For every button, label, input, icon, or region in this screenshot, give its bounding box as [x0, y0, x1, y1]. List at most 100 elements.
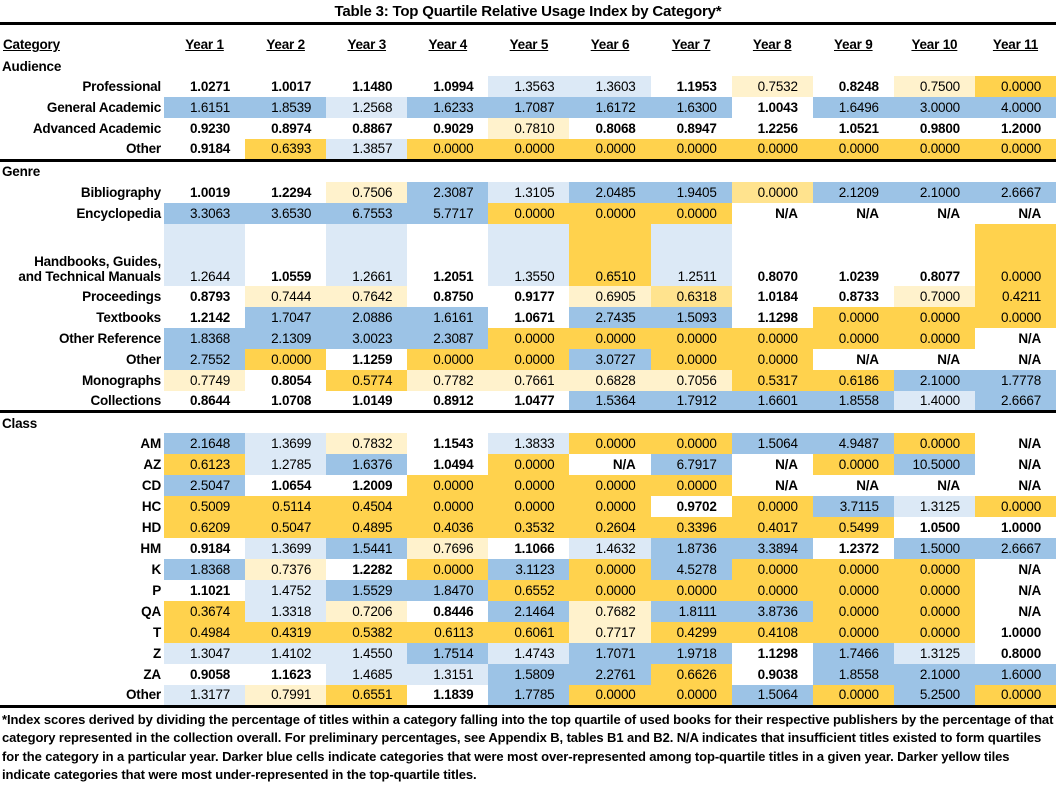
value-cell: 1.7087 [488, 97, 570, 118]
value-cell: 1.4743 [488, 643, 570, 664]
value-cell: 0.5009 [164, 496, 246, 517]
value-cell: 0.0000 [731, 327, 813, 349]
value-cell: 0.6393 [245, 139, 327, 160]
value-cell: 2.1000 [893, 664, 975, 685]
value-cell: 0.0000 [812, 139, 894, 160]
row-label: Z [152, 646, 161, 661]
value-cell: 0.9230 [164, 118, 246, 139]
value-cell: 1.0184 [731, 285, 813, 307]
value-cell: 0.0000 [893, 559, 975, 580]
value-cell: 0.7056 [650, 369, 732, 391]
year-column-header: Year 2 [266, 37, 305, 52]
table-row: K 1.8368 0.7376 1.2282 0.0000 3.1123 0.0000 4.5… [0, 559, 1056, 580]
table-row: T 0.4984 0.4319 0.5382 0.6113 0.6061 0.7717 0.4… [0, 622, 1056, 643]
value-cell: 0.7642 [326, 285, 408, 307]
value-cell: 0.9184 [164, 538, 246, 559]
value-cell: 0.9038 [731, 664, 813, 685]
table-row: Advanced Academic 0.9230 0.8974 0.8867 0.902… [0, 118, 1056, 139]
value-cell: 0.2604 [569, 517, 651, 538]
value-cell: 0.0000 [407, 139, 489, 160]
value-cell: 1.7785 [488, 685, 570, 708]
value-cell: 1.6000 [974, 664, 1056, 685]
value-cell: 0.0000 [650, 685, 732, 708]
value-cell: 0.0000 [650, 433, 732, 454]
value-cell: 2.1464 [488, 601, 570, 622]
value-cell: 0.8947 [650, 118, 732, 139]
value-cell: 1.3857 [326, 139, 408, 160]
value-cell: 0.3532 [488, 517, 570, 538]
value-cell: 0.0000 [893, 433, 975, 454]
value-cell: 6.7917 [650, 454, 732, 475]
value-cell: 1.0149 [326, 390, 408, 412]
value-cell: 0.0000 [812, 454, 894, 475]
row-label: Encyclopedia [76, 205, 161, 221]
value-cell: 4.9487 [812, 433, 894, 454]
year-column-header: Year 1 [185, 37, 224, 52]
value-cell: 1.1480 [326, 76, 408, 97]
value-cell: 0.0000 [245, 348, 327, 370]
value-cell: 0.0000 [488, 348, 570, 370]
value-cell: 0.8068 [569, 118, 651, 139]
value-cell: 1.6151 [164, 97, 246, 118]
value-cell: 1.1298 [731, 643, 813, 664]
value-cell: 0.8446 [407, 601, 489, 622]
value-cell: 0.7206 [326, 601, 408, 622]
row-label: ZA [143, 667, 161, 682]
year-column-header: Year 10 [911, 37, 958, 52]
value-cell: 1.0239 [812, 223, 894, 286]
value-cell: 0.6186 [812, 369, 894, 391]
year-column-header: Year 7 [671, 37, 711, 52]
row-label: AM [140, 436, 161, 451]
value-cell: 1.1839 [407, 685, 489, 708]
value-cell: 1.6300 [650, 97, 732, 118]
value-cell: 4.5278 [650, 559, 732, 580]
value-cell: 0.0000 [812, 580, 894, 601]
table-row: ZA 0.9058 1.1623 1.4685 1.3151 1.5809 2.2761 0.… [0, 664, 1056, 685]
value-cell: 0.7376 [245, 559, 327, 580]
value-cell: 3.8736 [731, 601, 813, 622]
value-cell: 1.1623 [245, 664, 327, 685]
value-cell: 0.0000 [650, 580, 732, 601]
value-cell: 1.2282 [326, 559, 408, 580]
header-row: Category Year 1 Year 2 Year 3 Year 4 Year 5 Ye… [0, 25, 1056, 56]
value-cell: 0.6123 [164, 454, 246, 475]
table-row: Collections 0.8644 1.0708 1.0149 0.8912 1.047… [0, 390, 1056, 412]
value-cell: 0.4895 [326, 517, 408, 538]
value-cell: 0.9184 [164, 139, 246, 160]
value-cell: 1.1259 [326, 348, 408, 370]
table-row: HM 0.9184 1.3699 1.5441 0.7696 1.1066 1.4632 1.… [0, 538, 1056, 559]
value-cell: 0.0000 [893, 580, 975, 601]
table-row: QA 0.3674 1.3318 0.7206 0.8446 2.1464 0.7682 1.… [0, 601, 1056, 622]
value-cell: 0.5317 [731, 369, 813, 391]
value-cell: 0.0000 [731, 559, 813, 580]
value-cell: 1.0521 [812, 118, 894, 139]
value-cell: 0.0000 [731, 139, 813, 160]
value-cell: 0.8077 [893, 223, 975, 286]
value-cell: 0.6209 [164, 517, 246, 538]
row-label: Other [125, 141, 161, 157]
value-cell: 1.4685 [326, 664, 408, 685]
value-cell: 1.3833 [488, 433, 570, 454]
value-cell: 1.5093 [650, 306, 732, 328]
value-cell: 1.3047 [164, 643, 246, 664]
value-cell: 0.6828 [569, 369, 651, 391]
value-cell: 0.7682 [569, 601, 651, 622]
row-label: Handbooks, Guides, and Technical Manuals [18, 253, 161, 284]
value-cell: 3.7115 [812, 496, 894, 517]
table-row: Other 1.3177 0.7991 0.6551 1.1839 1.7785 0.000… [0, 685, 1056, 708]
na-cell: N/A [974, 202, 1056, 224]
value-cell: 1.2051 [407, 223, 489, 286]
value-cell: 0.6551 [326, 685, 408, 708]
section-label: Genre [0, 158, 1056, 182]
row-label: Other Reference [58, 330, 161, 346]
table-row: AZ 0.6123 1.2785 1.6376 1.0494 0.0000 N/A 6.791… [0, 454, 1056, 475]
value-cell: 0.0000 [488, 496, 570, 517]
value-cell: 1.3699 [245, 538, 327, 559]
value-cell: 2.1309 [245, 327, 327, 349]
value-cell: 0.8054 [245, 369, 327, 391]
na-cell: N/A [812, 348, 894, 370]
value-cell: 1.6172 [569, 97, 651, 118]
table-row: P 1.1021 1.4752 1.5529 1.8470 0.6552 0.0000 0.0… [0, 580, 1056, 601]
value-cell: 2.6667 [974, 181, 1056, 203]
row-label: Bibliography [80, 184, 161, 200]
